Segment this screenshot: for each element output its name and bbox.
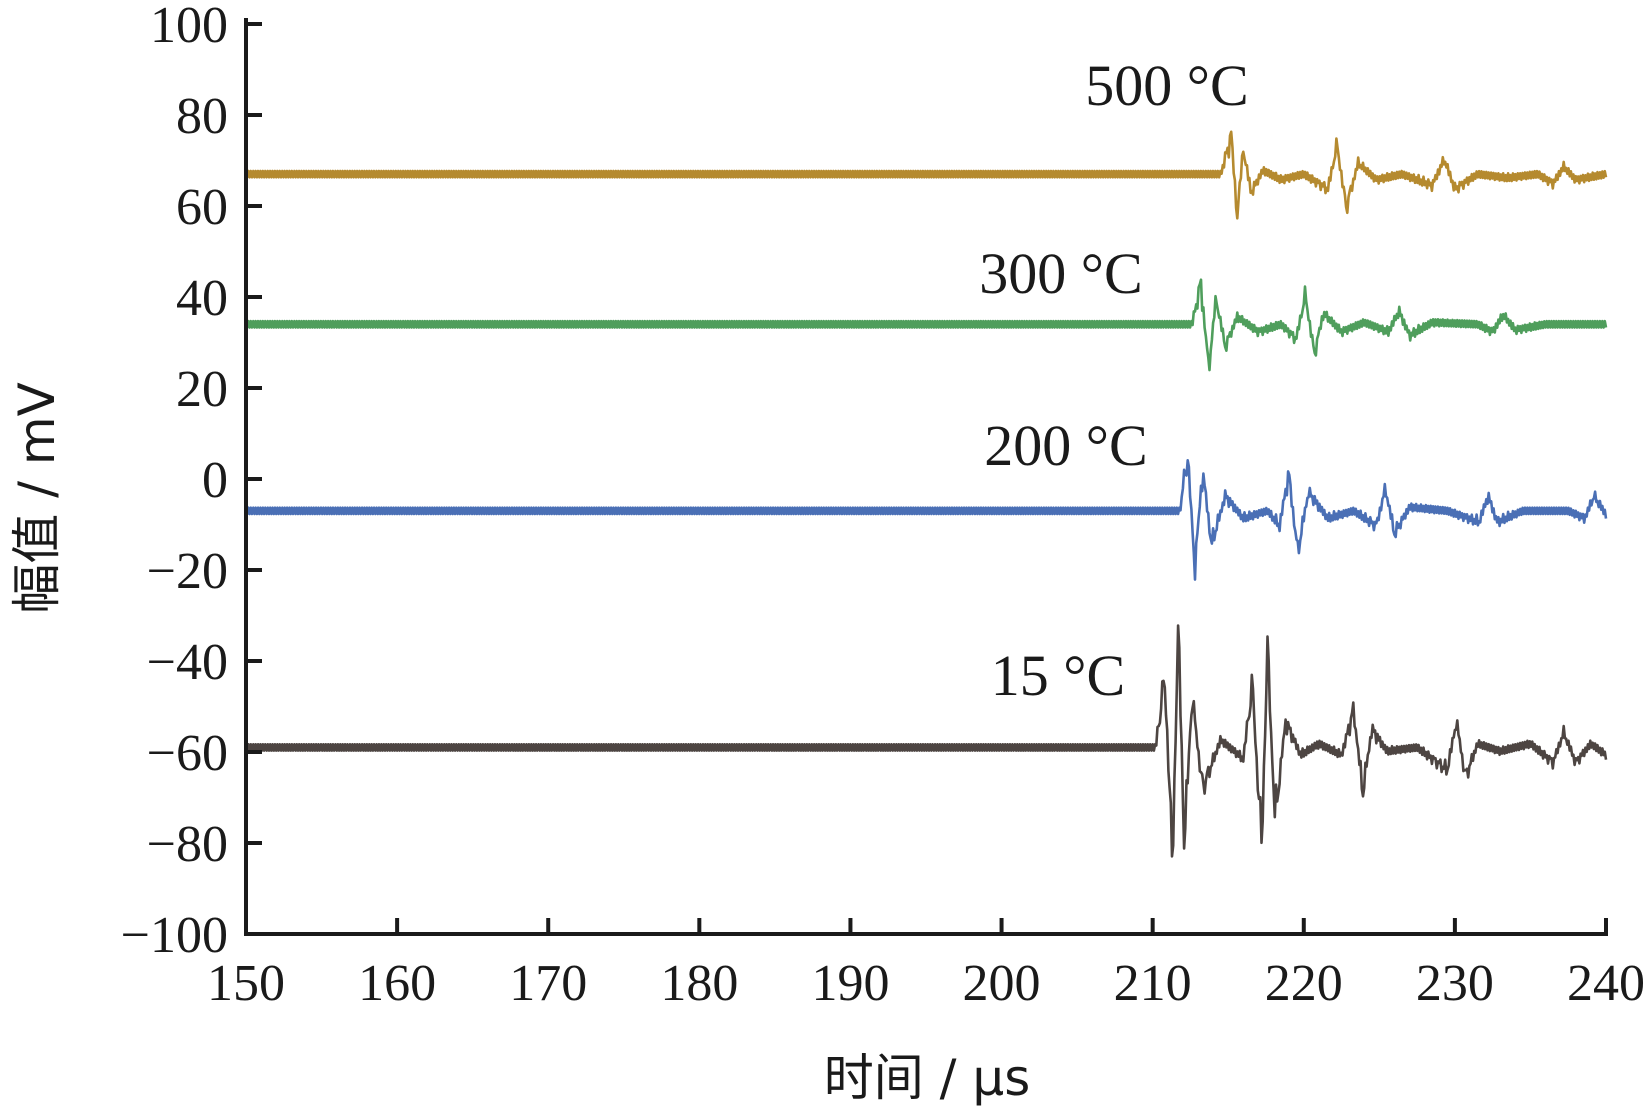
x-axis-ticks: 150 160 170 180 190 200 210 220 230 240 — [207, 918, 1645, 1012]
y-tick-label: 40 — [176, 270, 228, 327]
plot-traces — [244, 130, 1608, 858]
x-tick-label: 240 — [1567, 955, 1645, 1012]
y-tick-label: 20 — [176, 361, 228, 418]
x-tick-label: 150 — [207, 955, 285, 1012]
y-tick-label: −60 — [147, 725, 228, 782]
y-tick-label: 100 — [150, 0, 228, 54]
y-tick-label: −100 — [121, 907, 228, 964]
x-axis-title: 时间 / μs — [824, 1049, 1031, 1107]
series-label: 15 °C — [991, 643, 1125, 708]
axes — [244, 18, 1608, 936]
y-tick-label: 60 — [176, 179, 228, 236]
series-labels: 500 °C 300 °C 200 °C 15 °C — [979, 53, 1248, 708]
x-tick-label: 210 — [1114, 955, 1192, 1012]
x-tick-label: 170 — [509, 955, 587, 1012]
series-label: 300 °C — [979, 241, 1142, 306]
x-tick-label: 200 — [963, 955, 1041, 1012]
series-line — [244, 130, 1608, 220]
series-label: 200 °C — [984, 413, 1147, 478]
x-tick-label: 190 — [811, 955, 889, 1012]
y-tick-label: −20 — [147, 543, 228, 600]
x-tick-label: 230 — [1416, 955, 1494, 1012]
x-tick-label: 220 — [1265, 955, 1343, 1012]
x-tick-label: 180 — [660, 955, 738, 1012]
y-axis-ticks: 100 80 60 40 20 0 −20 −40 −60 −80 −100 — [121, 0, 262, 964]
y-tick-label: 80 — [176, 88, 228, 145]
x-tick-label: 160 — [358, 955, 436, 1012]
series-line — [244, 459, 1608, 581]
series-label: 500 °C — [1085, 53, 1248, 118]
y-axis-title: 幅值 / mV — [8, 382, 66, 614]
series-line — [244, 278, 1608, 372]
series-line — [244, 624, 1608, 858]
y-tick-label: 0 — [202, 452, 228, 509]
y-tick-label: −80 — [147, 816, 228, 873]
y-tick-label: −40 — [147, 634, 228, 691]
